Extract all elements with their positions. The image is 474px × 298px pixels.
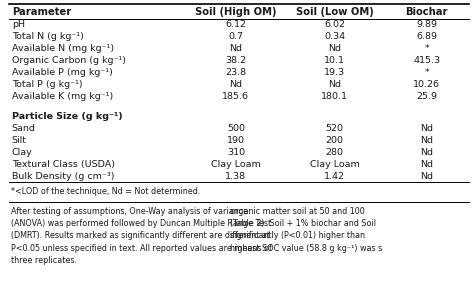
Text: 23.8: 23.8: [225, 68, 246, 77]
Text: Total N (g kg⁻¹): Total N (g kg⁻¹): [12, 32, 84, 41]
Text: Parameter: Parameter: [12, 7, 71, 17]
Text: Nd: Nd: [229, 80, 242, 89]
Text: Nd: Nd: [420, 160, 433, 169]
Text: 520: 520: [326, 125, 344, 134]
Text: Nd: Nd: [420, 148, 433, 157]
Text: 38.2: 38.2: [225, 56, 246, 65]
Text: 500: 500: [227, 125, 245, 134]
Text: 6.89: 6.89: [416, 32, 437, 41]
Text: organic matter soil at 50 and 100
(Table 2). Soil + 1% biochar and Soil
signific: organic matter soil at 50 and 100 (Table…: [230, 207, 383, 253]
Text: After testing of assumptions, One-Way analysis of variance
(ANOVA) was performed: After testing of assumptions, One-Way an…: [11, 207, 272, 265]
Text: Particle Size (g kg⁻¹): Particle Size (g kg⁻¹): [12, 112, 123, 121]
Text: Nd: Nd: [229, 44, 242, 53]
Text: Nd: Nd: [328, 44, 341, 53]
Text: Textural Class (USDA): Textural Class (USDA): [12, 160, 115, 169]
Text: Clay Loam: Clay Loam: [310, 160, 360, 169]
Text: Nd: Nd: [420, 136, 433, 145]
Text: *<LOD of the technique, Nd = Not determined.: *<LOD of the technique, Nd = Not determi…: [11, 187, 201, 196]
Text: Soil (Low OM): Soil (Low OM): [296, 7, 374, 17]
Text: Sand: Sand: [12, 125, 36, 134]
Text: 1.38: 1.38: [225, 172, 246, 181]
Text: 6.12: 6.12: [226, 21, 246, 30]
Text: Bulk Density (g cm⁻³): Bulk Density (g cm⁻³): [12, 172, 114, 181]
Text: pH: pH: [12, 21, 25, 30]
Text: *: *: [424, 44, 429, 53]
Text: 10.1: 10.1: [324, 56, 345, 65]
Text: 415.3: 415.3: [413, 56, 440, 65]
Text: Nd: Nd: [420, 125, 433, 134]
Text: 25.9: 25.9: [416, 92, 437, 101]
Text: 9.89: 9.89: [416, 21, 437, 30]
Text: Available N (mg kg⁻¹): Available N (mg kg⁻¹): [12, 44, 114, 53]
Text: Clay Loam: Clay Loam: [211, 160, 261, 169]
Text: Available P (mg kg⁻¹): Available P (mg kg⁻¹): [12, 68, 113, 77]
Text: *: *: [424, 68, 429, 77]
Text: Clay: Clay: [12, 148, 33, 157]
Text: Nd: Nd: [328, 80, 341, 89]
Text: 180.1: 180.1: [321, 92, 348, 101]
Text: Organic Carbon (g kg⁻¹): Organic Carbon (g kg⁻¹): [12, 56, 126, 65]
Text: Nd: Nd: [420, 172, 433, 181]
Text: 19.3: 19.3: [324, 68, 346, 77]
Text: Silt: Silt: [12, 136, 27, 145]
Text: 6.02: 6.02: [324, 21, 345, 30]
Text: 200: 200: [326, 136, 344, 145]
Text: 1.42: 1.42: [324, 172, 345, 181]
Text: Biochar: Biochar: [405, 7, 448, 17]
Text: 190: 190: [227, 136, 245, 145]
Text: 310: 310: [227, 148, 245, 157]
Text: Soil (High OM): Soil (High OM): [195, 7, 277, 17]
Text: 280: 280: [326, 148, 344, 157]
Text: Total P (g kg⁻¹): Total P (g kg⁻¹): [12, 80, 82, 89]
Text: Available K (mg kg⁻¹): Available K (mg kg⁻¹): [12, 92, 113, 101]
Text: 0.34: 0.34: [324, 32, 346, 41]
Text: 10.26: 10.26: [413, 80, 440, 89]
Text: 185.6: 185.6: [222, 92, 249, 101]
Text: 0.7: 0.7: [228, 32, 244, 41]
